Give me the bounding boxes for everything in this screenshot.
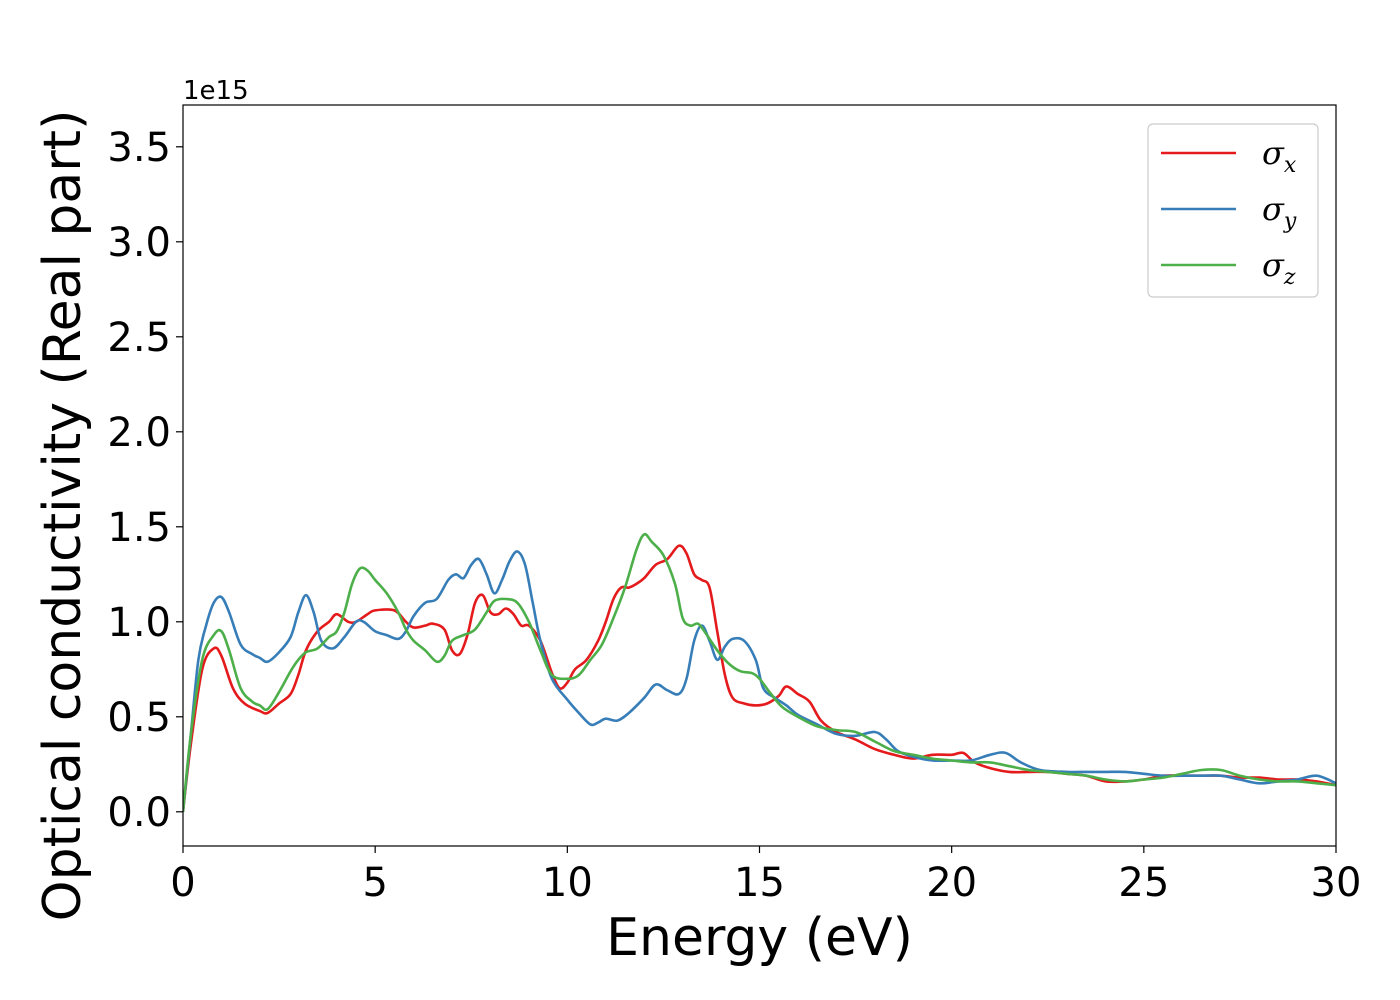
series-line-z (183, 532, 1336, 812)
y-tick-label: 2.0 (107, 410, 171, 456)
x-axis-title: Energy (eV) (606, 908, 913, 968)
y-tick-label: 1.0 (107, 600, 171, 646)
x-tick-label: 5 (362, 860, 387, 906)
y-tick-label: 3.0 (107, 220, 171, 266)
x-tick-label: 30 (1311, 860, 1362, 906)
y-tick-label: 0.0 (107, 790, 171, 836)
legend-label-x: σx (1262, 134, 1297, 178)
x-axis: 0 5 10 15 20 25 30 (170, 846, 1361, 906)
y-axis: 0.0 0.5 1.0 1.5 2.0 2.5 3.0 3.5 (107, 125, 183, 836)
legend: σx σy σz (1147, 123, 1319, 298)
legend-label-y: σy (1262, 190, 1297, 234)
x-tick-label: 20 (926, 860, 977, 906)
x-tick-label: 25 (1118, 860, 1169, 906)
x-tick-label: 15 (734, 860, 785, 906)
y-tick-label: 2.5 (107, 315, 171, 361)
legend-label-z: σz (1262, 246, 1296, 290)
x-tick-label: 10 (542, 860, 593, 906)
y-tick-label: 1.5 (107, 505, 171, 551)
series-line-y (183, 550, 1336, 812)
y-axis-title: Optical conductivity (Real part) (33, 110, 93, 922)
series-line-x (183, 544, 1336, 812)
plot-area (183, 532, 1336, 812)
y-offset-label: 1e15 (183, 76, 249, 106)
x-tick-label: 0 (170, 860, 195, 906)
legend-box (1147, 123, 1319, 298)
y-tick-label: 0.5 (107, 695, 171, 741)
y-tick-label: 3.5 (107, 125, 171, 171)
